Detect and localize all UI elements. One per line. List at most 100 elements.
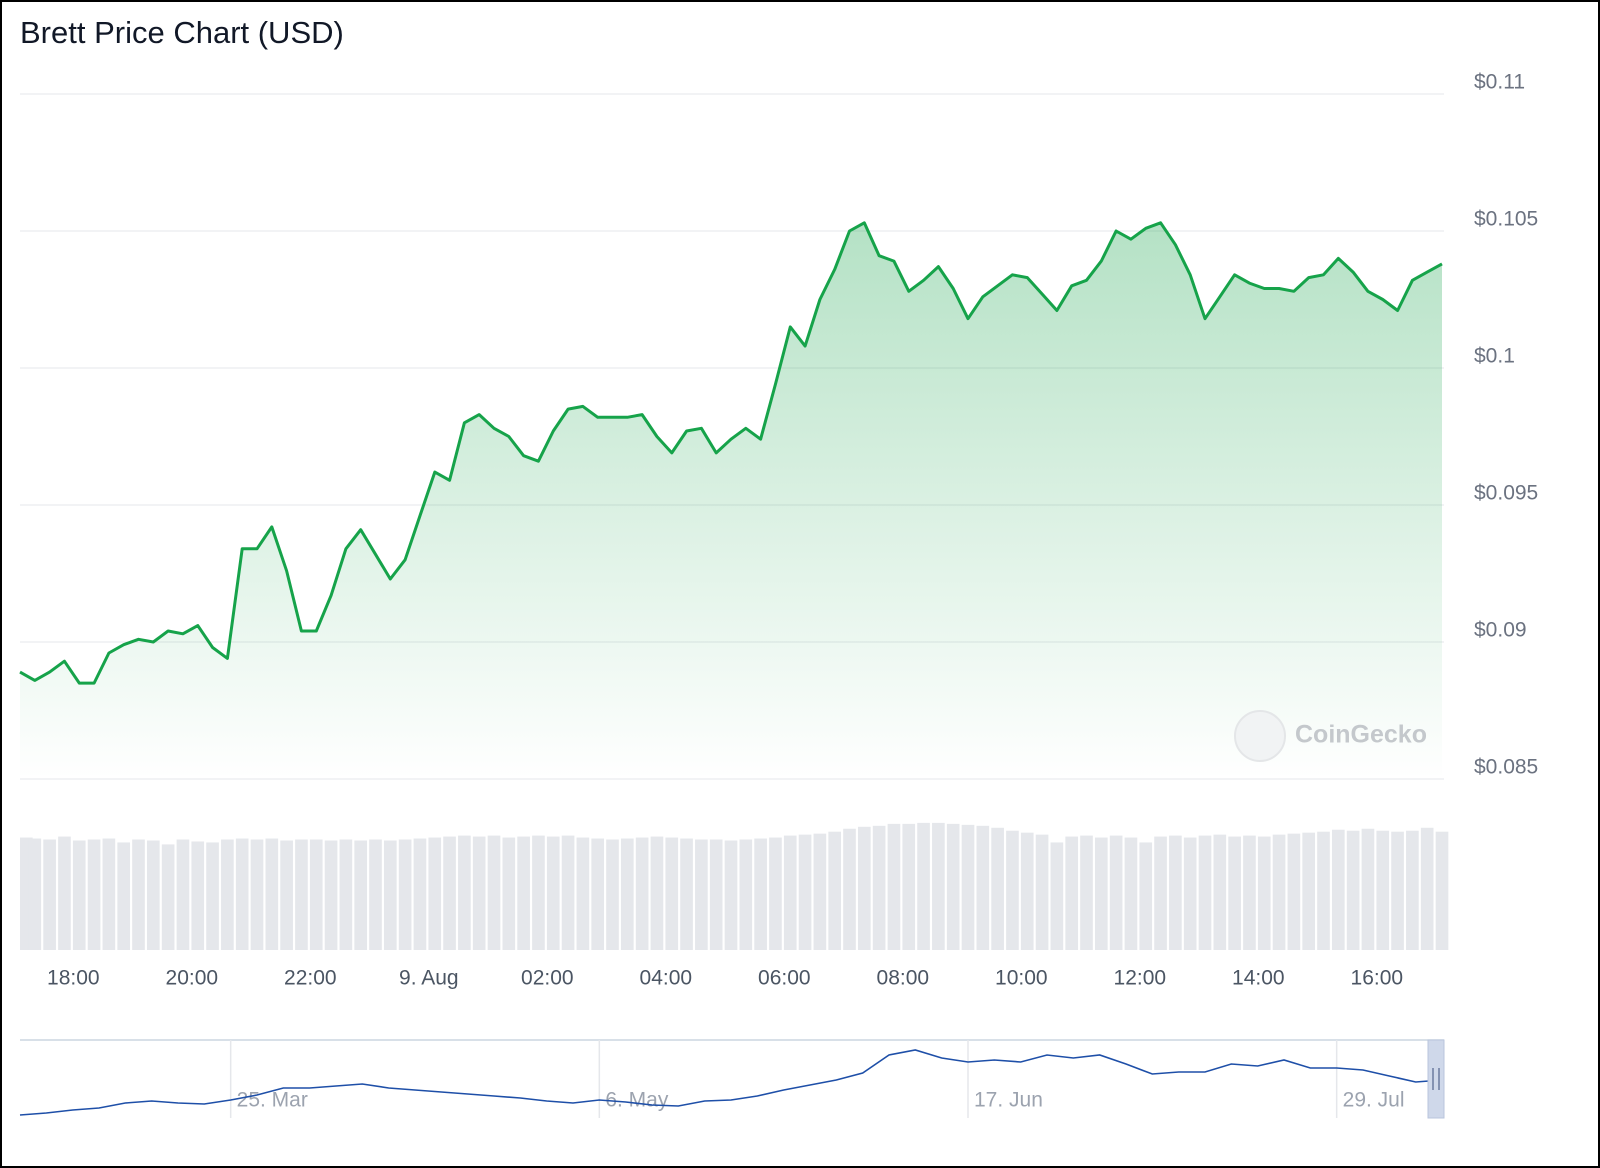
volume-bar — [280, 840, 293, 950]
volume-bar — [354, 840, 368, 950]
volume-bar — [132, 839, 145, 950]
volume-bar — [235, 838, 249, 950]
volume-bar — [102, 838, 116, 950]
volume-bar — [191, 841, 205, 950]
y-tick-label: $0.095 — [1474, 482, 1538, 505]
navigator-label: 17. Jun — [974, 1089, 1043, 1112]
volume-bar — [1109, 835, 1123, 950]
volume-bar — [872, 825, 886, 950]
x-tick-label: 16:00 — [1351, 967, 1404, 990]
volume-bar — [1169, 835, 1182, 950]
volume-bar — [1257, 836, 1271, 950]
y-tick-label: $0.085 — [1474, 756, 1538, 779]
volume-bar — [339, 839, 353, 950]
volume-bar — [665, 837, 679, 950]
volume-bar — [1139, 842, 1153, 950]
volume-bar — [843, 828, 856, 950]
volume-bar — [1094, 837, 1108, 950]
navigator: 25. Mar 6. May 17. Jun 29. Jul — [19, 1040, 1443, 1118]
x-tick-label: 06:00 — [758, 967, 811, 990]
volume-bar — [1272, 834, 1286, 950]
x-tick-label: 22:00 — [284, 967, 337, 990]
volume-bar — [161, 844, 175, 950]
volume-bar — [1376, 830, 1390, 950]
x-tick-label: 20:00 — [166, 967, 219, 990]
volume-bar — [146, 840, 160, 950]
volume-bar — [591, 838, 605, 950]
volume-bar — [1346, 830, 1360, 950]
volume-bar — [1124, 837, 1138, 950]
volume-bar — [1198, 835, 1212, 950]
volume-bar — [976, 825, 990, 950]
volume-bar — [458, 835, 471, 950]
volume-bar — [1331, 829, 1345, 950]
volume-bar — [369, 839, 382, 950]
x-tick-label: 10:00 — [995, 967, 1048, 990]
volume-bar — [517, 836, 530, 950]
volume-bar — [813, 833, 827, 950]
volume-bar — [1035, 834, 1049, 950]
volume-bar — [472, 836, 486, 950]
volume-bar — [324, 840, 338, 950]
volume-bar — [724, 840, 738, 950]
x-tick-label: 08:00 — [877, 967, 930, 990]
navigator-label: 29. Jul — [1343, 1089, 1405, 1112]
volume-bar — [991, 827, 1004, 950]
volume-bar — [72, 840, 86, 950]
volume-bar — [680, 838, 693, 950]
volume-bar — [917, 822, 930, 950]
volume-bar — [902, 823, 916, 950]
navigator-label: 25. Mar — [237, 1089, 308, 1112]
y-tick-label: $0.105 — [1474, 208, 1538, 231]
x-tick-label: 04:00 — [640, 967, 693, 990]
volume-bar — [221, 839, 234, 950]
price-line — [19, 221, 1443, 685]
volume-bar — [43, 839, 56, 950]
volume-bar — [295, 839, 308, 950]
volume-bar — [1228, 836, 1241, 950]
volume-bar — [857, 826, 871, 950]
volume-bar — [576, 837, 590, 950]
volume-bar — [502, 837, 516, 950]
volume-bar — [413, 838, 427, 950]
volume-bar — [783, 835, 797, 950]
volume-bar — [1243, 835, 1256, 950]
x-tick-label: 02:00 — [521, 967, 574, 990]
volume-bar — [1391, 831, 1404, 950]
volume-bar — [383, 840, 397, 950]
volume-bar — [1065, 836, 1079, 950]
volume-bar — [1154, 836, 1167, 950]
volume-bar — [1020, 832, 1034, 950]
x-tick-label: 18:00 — [47, 967, 100, 990]
volume-bar — [1006, 830, 1019, 950]
volume-bar — [428, 837, 442, 950]
volume-bar — [443, 836, 456, 950]
volume-bar — [754, 838, 767, 950]
volume-bar — [769, 837, 782, 950]
volume-bar — [398, 839, 412, 950]
volume-bar — [1406, 830, 1419, 950]
volume-bar — [1420, 827, 1434, 950]
volume-bar — [58, 836, 71, 950]
volume-bar — [946, 823, 960, 950]
volume-bar — [695, 839, 708, 950]
navigator-line — [19, 1049, 1443, 1116]
volume-bar — [1435, 831, 1449, 950]
volume-bar — [1302, 832, 1316, 950]
navigator-handle[interactable] — [1427, 1039, 1445, 1119]
volume-bar — [932, 822, 945, 950]
volume-bar — [1317, 831, 1330, 950]
x-tick-label: 14:00 — [1232, 967, 1285, 990]
volume-bar — [887, 823, 901, 950]
price-plot: $0.11 $0.105 $0.1 $0.095 $0.09 $0.085 18:00 20:… — [19, 71, 1538, 990]
watermark-logo — [1234, 710, 1286, 762]
volume-bar — [265, 838, 279, 950]
volume-bar — [828, 831, 842, 950]
price-area — [20, 222, 1442, 780]
volume-bar — [532, 835, 545, 950]
y-tick-label: $0.11 — [1474, 71, 1525, 94]
volume-bar — [176, 839, 190, 950]
volume-bar — [1361, 828, 1375, 950]
